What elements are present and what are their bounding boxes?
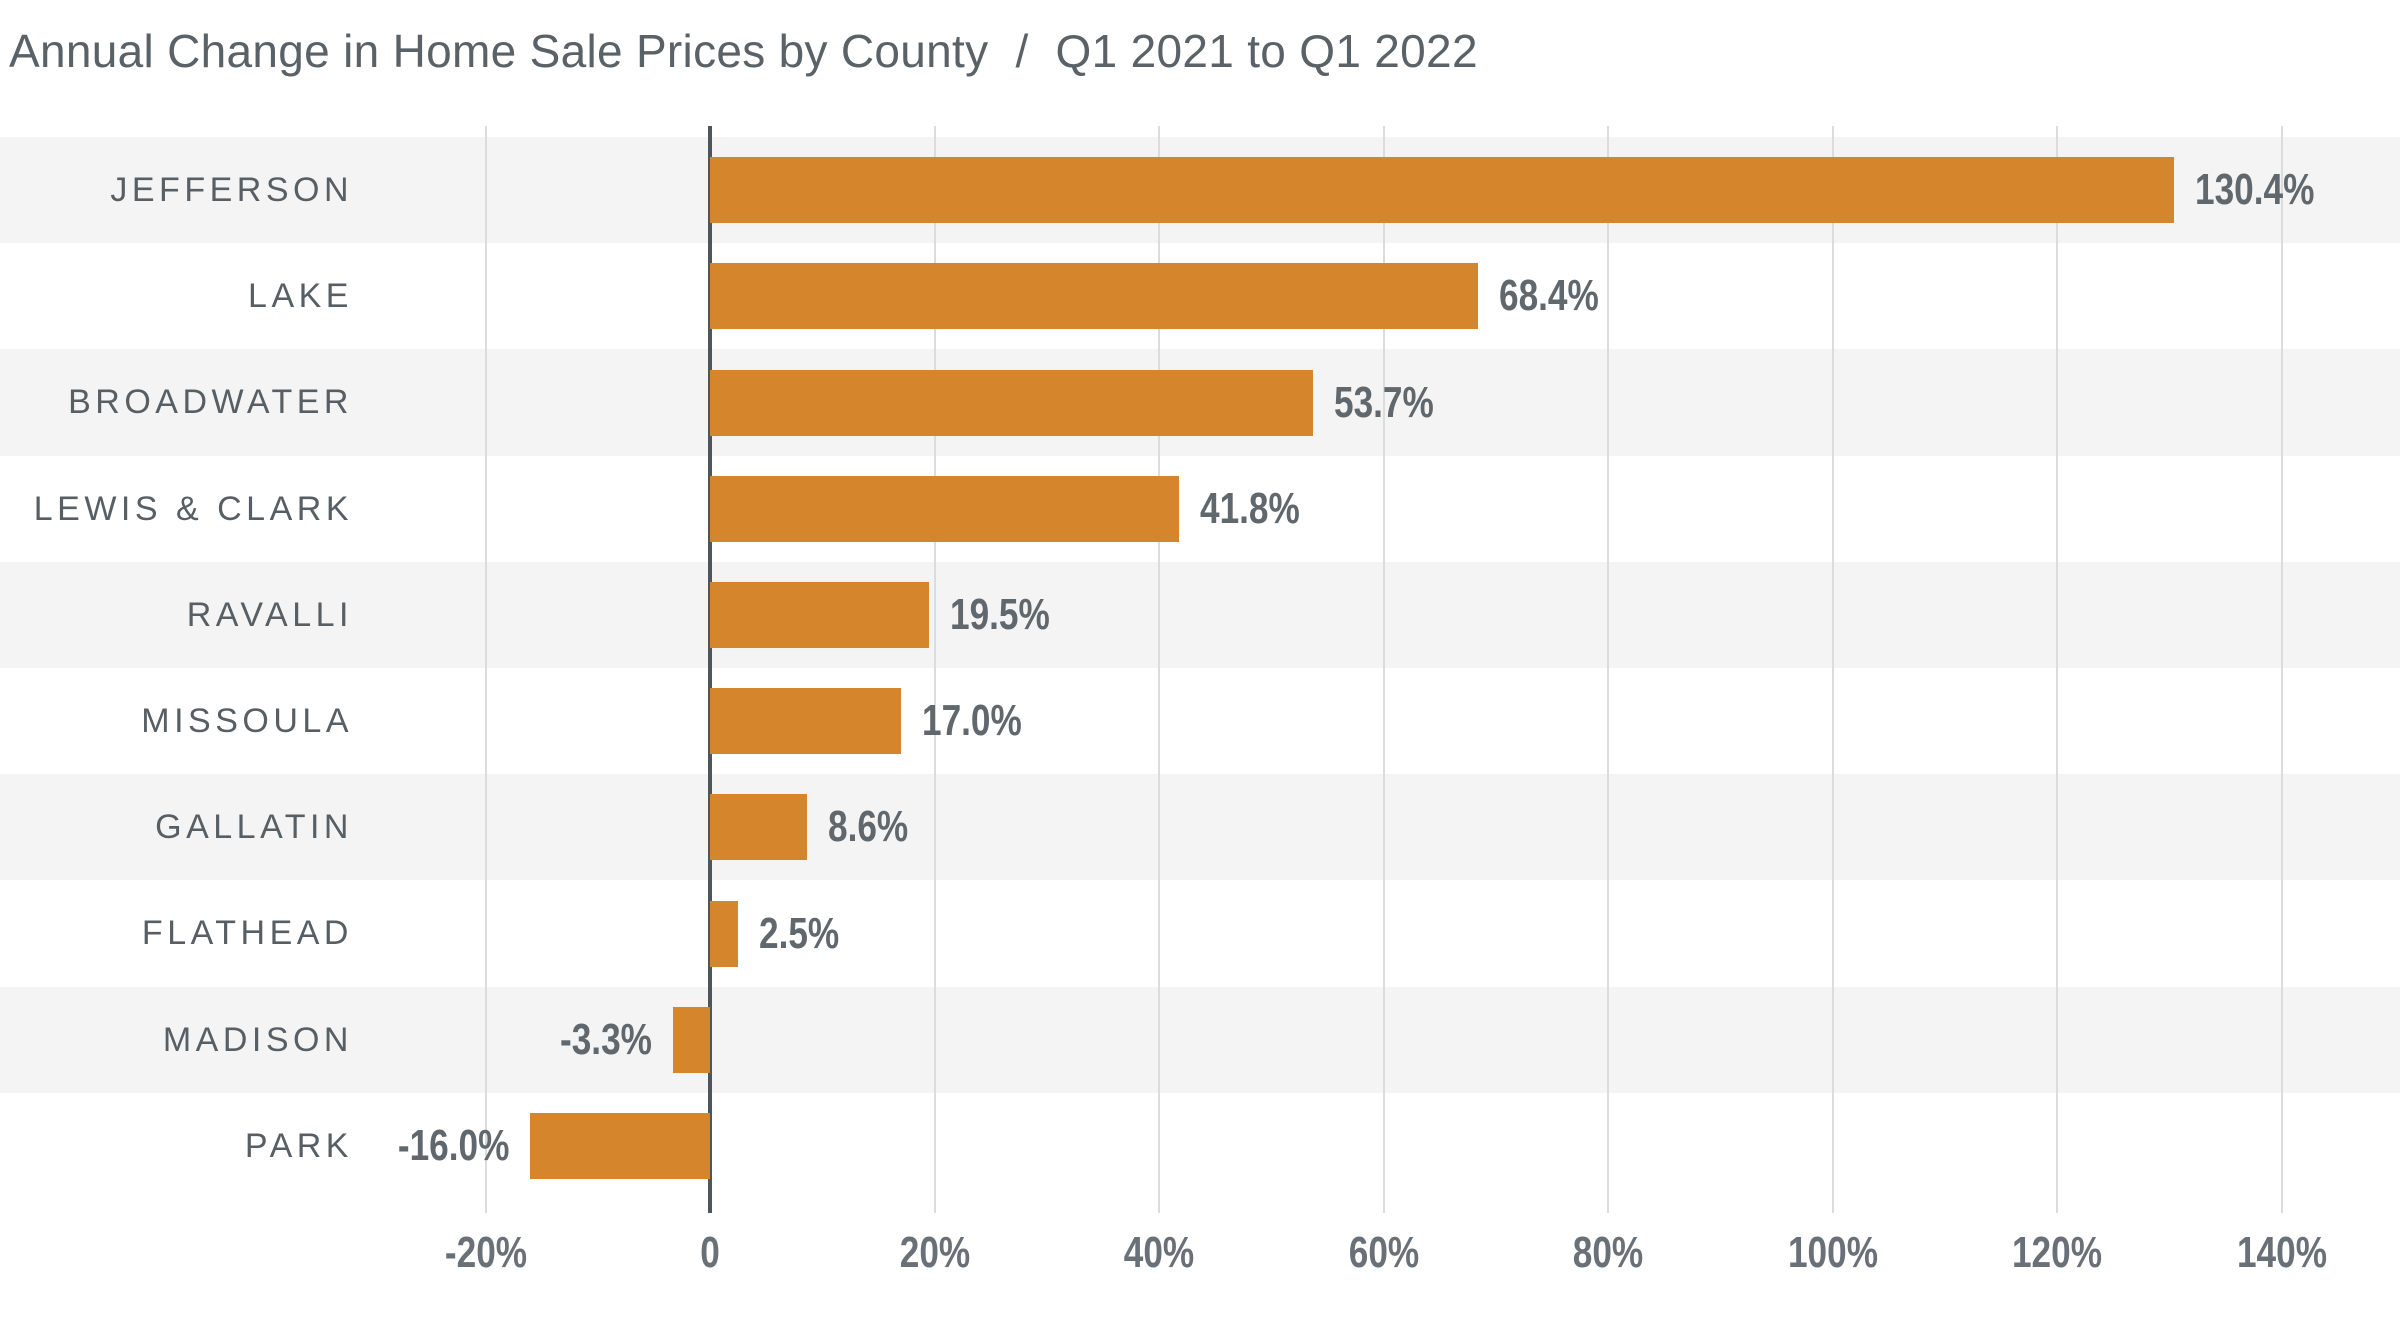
category-label: FLATHEAD	[141, 914, 353, 953]
x-axis-tick-label: 140%	[2236, 1228, 2327, 1277]
category-label: JEFFERSON	[110, 171, 353, 209]
zero-axis-line	[708, 126, 712, 1213]
row-band	[0, 668, 2400, 775]
value-label: -3.3%	[560, 1014, 652, 1064]
bar	[530, 1112, 710, 1179]
category-label: BROADWATER	[68, 383, 353, 422]
gridline	[1607, 126, 1609, 1213]
value-label: 41.8%	[1200, 483, 1301, 533]
value-label: 2.5%	[759, 908, 840, 958]
gridline	[2056, 126, 2058, 1213]
value-label: 19.5%	[949, 589, 1050, 639]
x-axis-tick-label: 0	[700, 1228, 720, 1277]
gridline	[1382, 126, 1385, 1213]
row-band	[0, 455, 2400, 562]
chart-title-main: Annual Change in Home Sale Prices by Cou…	[9, 25, 989, 77]
value-label: 8.6%	[827, 802, 908, 852]
bar	[710, 688, 901, 755]
gridline	[2280, 126, 2283, 1213]
row-band	[0, 774, 2400, 881]
bar	[672, 1006, 710, 1073]
bar	[710, 794, 807, 861]
row-band	[0, 1092, 2400, 1199]
x-axis-tick-label: -20%	[444, 1228, 527, 1277]
category-label: MADISON	[162, 1020, 353, 1059]
bar	[710, 475, 1180, 542]
value-label: 53.7%	[1333, 377, 1434, 427]
category-label: LAKE	[248, 277, 353, 316]
bar	[710, 263, 1478, 330]
category-label: MISSOULA	[141, 702, 353, 740]
bar	[710, 900, 739, 967]
x-axis-tick-label: 60%	[1348, 1228, 1419, 1277]
x-axis-tick-label: 40%	[1123, 1228, 1195, 1277]
value-label: -16.0%	[397, 1120, 510, 1170]
category-label: GALLATIN	[155, 808, 353, 847]
value-label: 68.4%	[1498, 271, 1599, 321]
gridline	[933, 126, 936, 1213]
category-label: RAVALLI	[186, 595, 353, 634]
category-label: PARK	[244, 1126, 353, 1165]
x-axis-tick-label: 120%	[2011, 1228, 2103, 1277]
chart-title-separator: /	[1015, 25, 1029, 77]
bar	[710, 369, 1313, 436]
gridline	[484, 126, 487, 1213]
gridline	[1831, 126, 1834, 1213]
x-axis-tick-label: 100%	[1787, 1228, 1878, 1277]
value-label: 17.0%	[921, 696, 1022, 746]
x-axis-tick-label: 20%	[899, 1228, 970, 1277]
category-label: LEWIS & CLARK	[33, 489, 353, 528]
chart-title: Annual Change in Home Sale Prices by Cou…	[9, 24, 1478, 78]
bar	[710, 581, 929, 648]
row-band	[0, 880, 2400, 987]
chart-title-period: Q1 2021 to Q1 2022	[1055, 25, 1478, 77]
row-band	[0, 561, 2400, 668]
bar	[710, 157, 2174, 224]
row-band	[0, 986, 2400, 1093]
gridline	[1158, 126, 1160, 1213]
value-label: 130.4%	[2194, 165, 2315, 215]
x-axis-tick-label: 80%	[1572, 1228, 1644, 1277]
